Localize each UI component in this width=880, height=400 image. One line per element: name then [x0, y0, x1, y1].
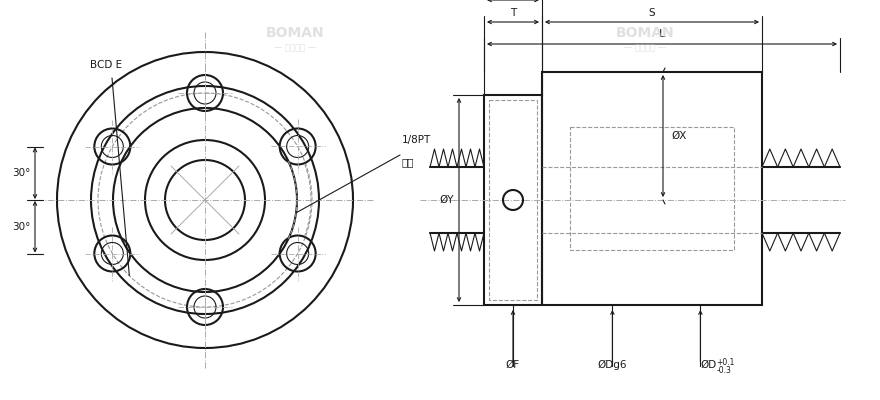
Text: BOMAN: BOMAN — [616, 26, 674, 40]
Bar — [489, 100, 537, 300]
Text: BCD E: BCD E — [90, 60, 122, 70]
Text: ØDg6: ØDg6 — [598, 360, 627, 370]
Bar — [484, 95, 542, 305]
Text: — 劲霸工业 —: — 劲霸工业 — — [624, 44, 666, 52]
Text: -0.3: -0.3 — [716, 366, 731, 375]
Text: S: S — [649, 8, 656, 18]
Text: 油孔: 油孔 — [402, 157, 414, 167]
Text: 1/8PT: 1/8PT — [402, 135, 431, 145]
Bar — [542, 72, 762, 305]
Bar — [570, 127, 734, 250]
Text: ØF: ØF — [506, 360, 520, 370]
Text: 30°: 30° — [12, 168, 31, 178]
Text: T: T — [510, 8, 517, 18]
Text: BOMAN: BOMAN — [266, 26, 325, 40]
Text: ØD: ØD — [700, 360, 716, 370]
Text: L: L — [659, 29, 665, 39]
Text: 30°: 30° — [12, 222, 31, 232]
Text: ØX: ØX — [671, 131, 686, 141]
Text: ØY: ØY — [439, 195, 454, 205]
Text: +0.1: +0.1 — [716, 358, 735, 367]
Text: — 劲霸工业 —: — 劲霸工业 — — [274, 44, 316, 52]
